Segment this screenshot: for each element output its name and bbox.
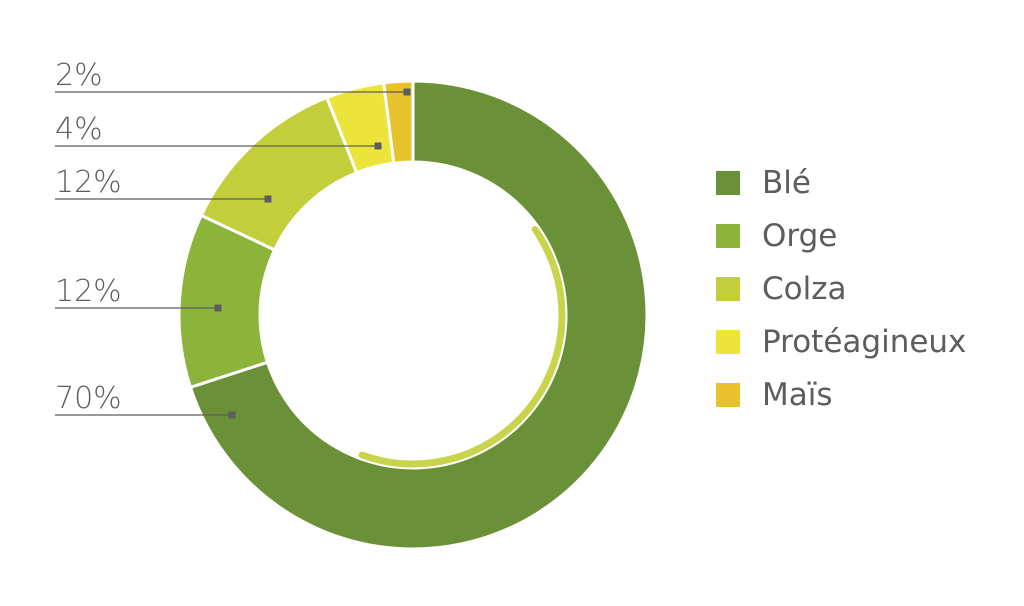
percent-label: 12%	[55, 274, 122, 309]
callout-dot	[228, 411, 236, 419]
legend-item-orge: Orge	[716, 209, 966, 262]
legend-item-colza: Colza	[716, 262, 966, 315]
legend-label: Colza	[762, 270, 847, 307]
legend-swatch	[716, 382, 740, 407]
legend-label: Protéagineux	[762, 323, 967, 360]
donut-hole	[262, 164, 556, 458]
legend-swatch	[716, 223, 740, 248]
slice-maïs	[381, 79, 415, 165]
callout-dot	[403, 88, 411, 96]
legend-item-proteagineux: Protéagineux	[716, 315, 966, 368]
percent-label: 2%	[55, 58, 103, 93]
legend-item-ble: Blé	[716, 156, 966, 209]
legend-swatch	[716, 170, 740, 195]
legend-label: Blé	[762, 164, 811, 201]
percent-label: 4%	[55, 112, 103, 147]
percent-label: 70%	[55, 381, 122, 416]
legend-swatch	[716, 276, 740, 301]
callout-dot	[264, 195, 272, 203]
legend-label: Maïs	[762, 376, 833, 413]
callout-dot	[374, 142, 382, 150]
legend-label: Orge	[762, 217, 838, 254]
legend-swatch	[716, 329, 740, 354]
legend-item-mais: Maïs	[716, 368, 966, 421]
percent-label: 12%	[55, 165, 122, 200]
callout-dot	[214, 304, 222, 312]
legend: Blé Orge Colza Protéagineux Maïs	[716, 156, 966, 421]
inner-accent-arc	[358, 226, 566, 468]
slice-blé	[188, 79, 649, 551]
